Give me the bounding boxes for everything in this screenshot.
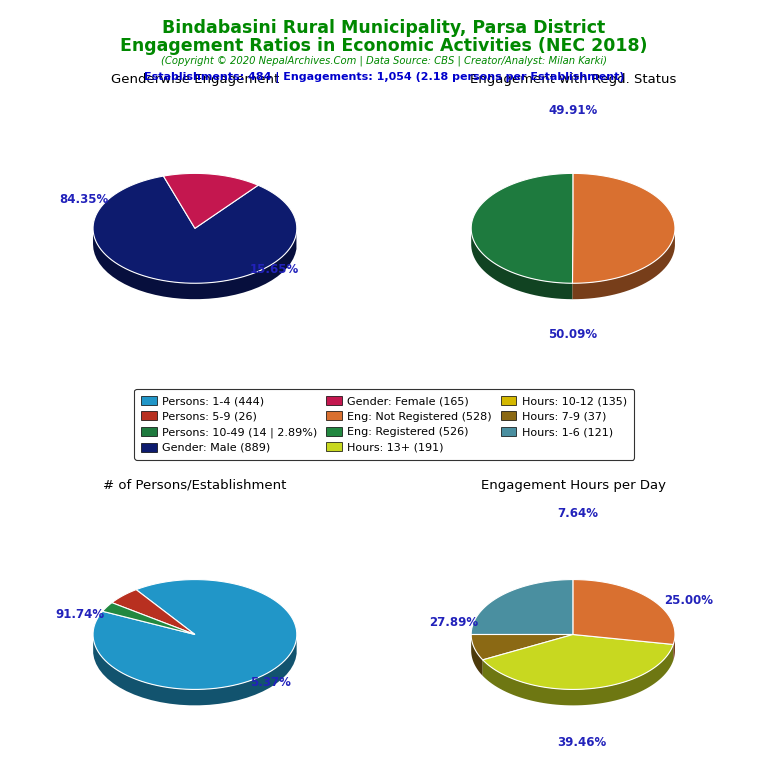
Polygon shape (472, 174, 573, 283)
Text: Establishments: 484 | Engagements: 1,054 (2.18 persons per Establishment): Establishments: 484 | Engagements: 1,054… (144, 72, 624, 83)
Polygon shape (103, 603, 195, 634)
Polygon shape (112, 590, 195, 634)
Title: Genderwise Engagement: Genderwise Engagement (111, 73, 279, 86)
Polygon shape (93, 637, 296, 705)
Text: 50.09%: 50.09% (548, 328, 598, 341)
Text: Bindabasini Rural Municipality, Parsa District: Bindabasini Rural Municipality, Parsa Di… (162, 19, 606, 37)
Text: (Copyright © 2020 NepalArchives.Com | Data Source: CBS | Creator/Analyst: Milan : (Copyright © 2020 NepalArchives.Com | Da… (161, 55, 607, 66)
Text: 15.65%: 15.65% (250, 263, 300, 276)
Polygon shape (483, 644, 674, 705)
Polygon shape (674, 634, 675, 660)
Legend: Persons: 1-4 (444), Persons: 5-9 (26), Persons: 10-49 (14 | 2.89%), Gender: Male: Persons: 1-4 (444), Persons: 5-9 (26), P… (134, 389, 634, 459)
Title: # of Persons/Establishment: # of Persons/Establishment (103, 479, 286, 492)
Polygon shape (573, 580, 675, 644)
Text: 39.46%: 39.46% (558, 736, 607, 749)
Polygon shape (164, 174, 258, 228)
Title: Engagement with Regd. Status: Engagement with Regd. Status (470, 73, 677, 86)
Text: 7.64%: 7.64% (557, 508, 598, 521)
Polygon shape (472, 634, 573, 660)
Text: 84.35%: 84.35% (60, 193, 109, 206)
Text: Engagement Ratios in Economic Activities (NEC 2018): Engagement Ratios in Economic Activities… (121, 37, 647, 55)
Polygon shape (472, 230, 572, 300)
Polygon shape (472, 580, 573, 634)
Title: Engagement Hours per Day: Engagement Hours per Day (481, 479, 666, 492)
Text: 5.37%: 5.37% (250, 676, 290, 689)
Polygon shape (472, 634, 483, 676)
Polygon shape (93, 228, 296, 300)
Text: 49.91%: 49.91% (548, 104, 598, 117)
Text: 91.74%: 91.74% (55, 607, 104, 621)
Text: 27.89%: 27.89% (429, 617, 478, 630)
Polygon shape (93, 176, 296, 283)
Polygon shape (572, 174, 675, 283)
Text: 25.00%: 25.00% (664, 594, 713, 607)
Polygon shape (572, 230, 675, 300)
Polygon shape (483, 634, 674, 690)
Polygon shape (93, 580, 296, 690)
